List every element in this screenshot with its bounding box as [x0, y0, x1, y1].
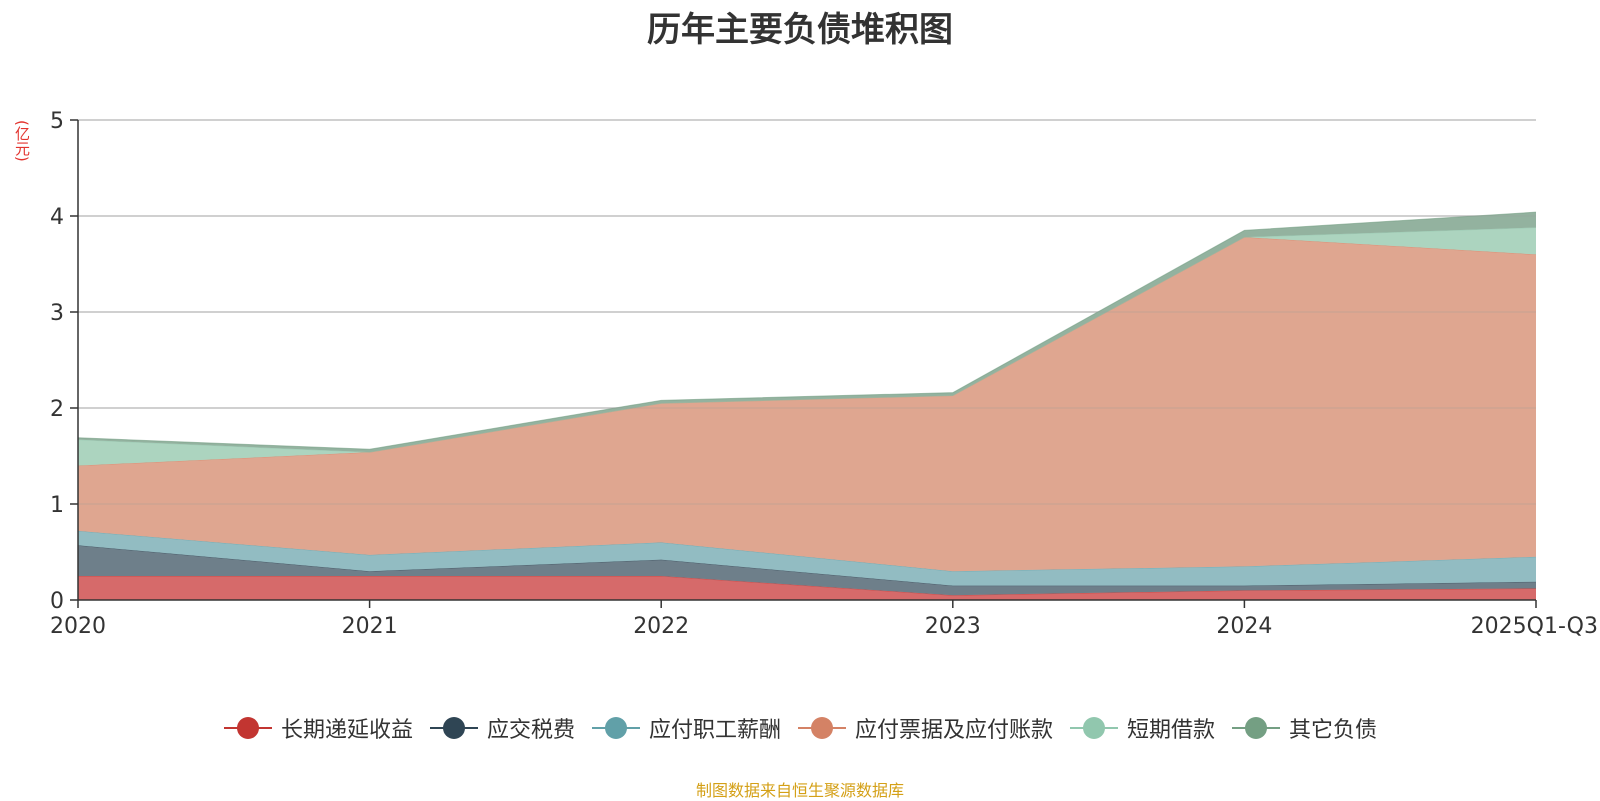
- legend-label: 应付票据及应付账款: [855, 718, 1054, 743]
- x-tick-label: 2020: [50, 614, 106, 639]
- area-series-5: [78, 212, 1536, 453]
- area-series-1: [78, 545, 1536, 596]
- legend-item[interactable]: 应付职工薪酬: [591, 712, 781, 744]
- y-tick-label: 0: [50, 589, 64, 614]
- legend-item[interactable]: 应交税费: [429, 712, 575, 744]
- legend: 长期递延收益 应交税费 应付职工薪酬 应付票据及应付账款 短期借款 其它负债: [0, 712, 1600, 744]
- y-tick-label: 4: [50, 205, 64, 230]
- legend-item[interactable]: 长期递延收益: [223, 712, 413, 744]
- legend-label: 应交税费: [486, 718, 575, 743]
- area-series-0: [78, 576, 1536, 600]
- x-tick-label: 2023: [925, 614, 981, 639]
- stacked-area-chart: 0 1 2 3 4 5 2020 2021 2022 2023 2024 2025Q1-Q3: [50, 109, 1598, 639]
- data-source-note: 制图数据来自恒生聚源数据库: [695, 781, 904, 800]
- y-tick-label: 2: [50, 397, 64, 422]
- x-tick-label: 2021: [342, 614, 398, 639]
- area-series-3: [78, 237, 1536, 572]
- y-tick-label: 1: [50, 493, 64, 518]
- y-axis-unit: (亿元): [13, 120, 31, 162]
- area-series: [77, 119, 1537, 600]
- legend-marker-icon: [591, 717, 640, 739]
- legend-marker-icon: [1232, 717, 1281, 739]
- y-tick-label: 3: [50, 301, 64, 326]
- axes: [70, 119, 1537, 608]
- legend-label: 长期递延收益: [280, 718, 413, 743]
- x-tick-label: 2022: [633, 614, 689, 639]
- legend-marker-icon: [1070, 717, 1119, 739]
- area-series-2: [78, 530, 1536, 586]
- legend-marker-icon: [223, 717, 272, 739]
- x-tick-label: 2025Q1-Q3: [1471, 614, 1598, 639]
- legend-label: 其它负债: [1289, 718, 1378, 743]
- tick-labels: 0 1 2 3 4 5 2020 2021 2022 2023 2024 2025Q1-Q3: [50, 109, 1598, 639]
- legend-marker-icon: [429, 717, 478, 739]
- legend-item[interactable]: 短期借款: [1069, 712, 1215, 744]
- y-tick-label: 5: [50, 109, 64, 134]
- x-tick-label: 2024: [1216, 614, 1272, 639]
- legend-item[interactable]: 其它负债: [1231, 712, 1377, 744]
- legend-marker-icon: [798, 717, 846, 739]
- chart-title: 历年主要负债堆积图: [647, 10, 953, 50]
- series-line-5: [77, 211, 1537, 450]
- legend-item[interactable]: 应付票据及应付账款: [797, 712, 1053, 744]
- legend-label: 应付职工薪酬: [648, 718, 781, 743]
- legend-label: 短期借款: [1127, 718, 1216, 743]
